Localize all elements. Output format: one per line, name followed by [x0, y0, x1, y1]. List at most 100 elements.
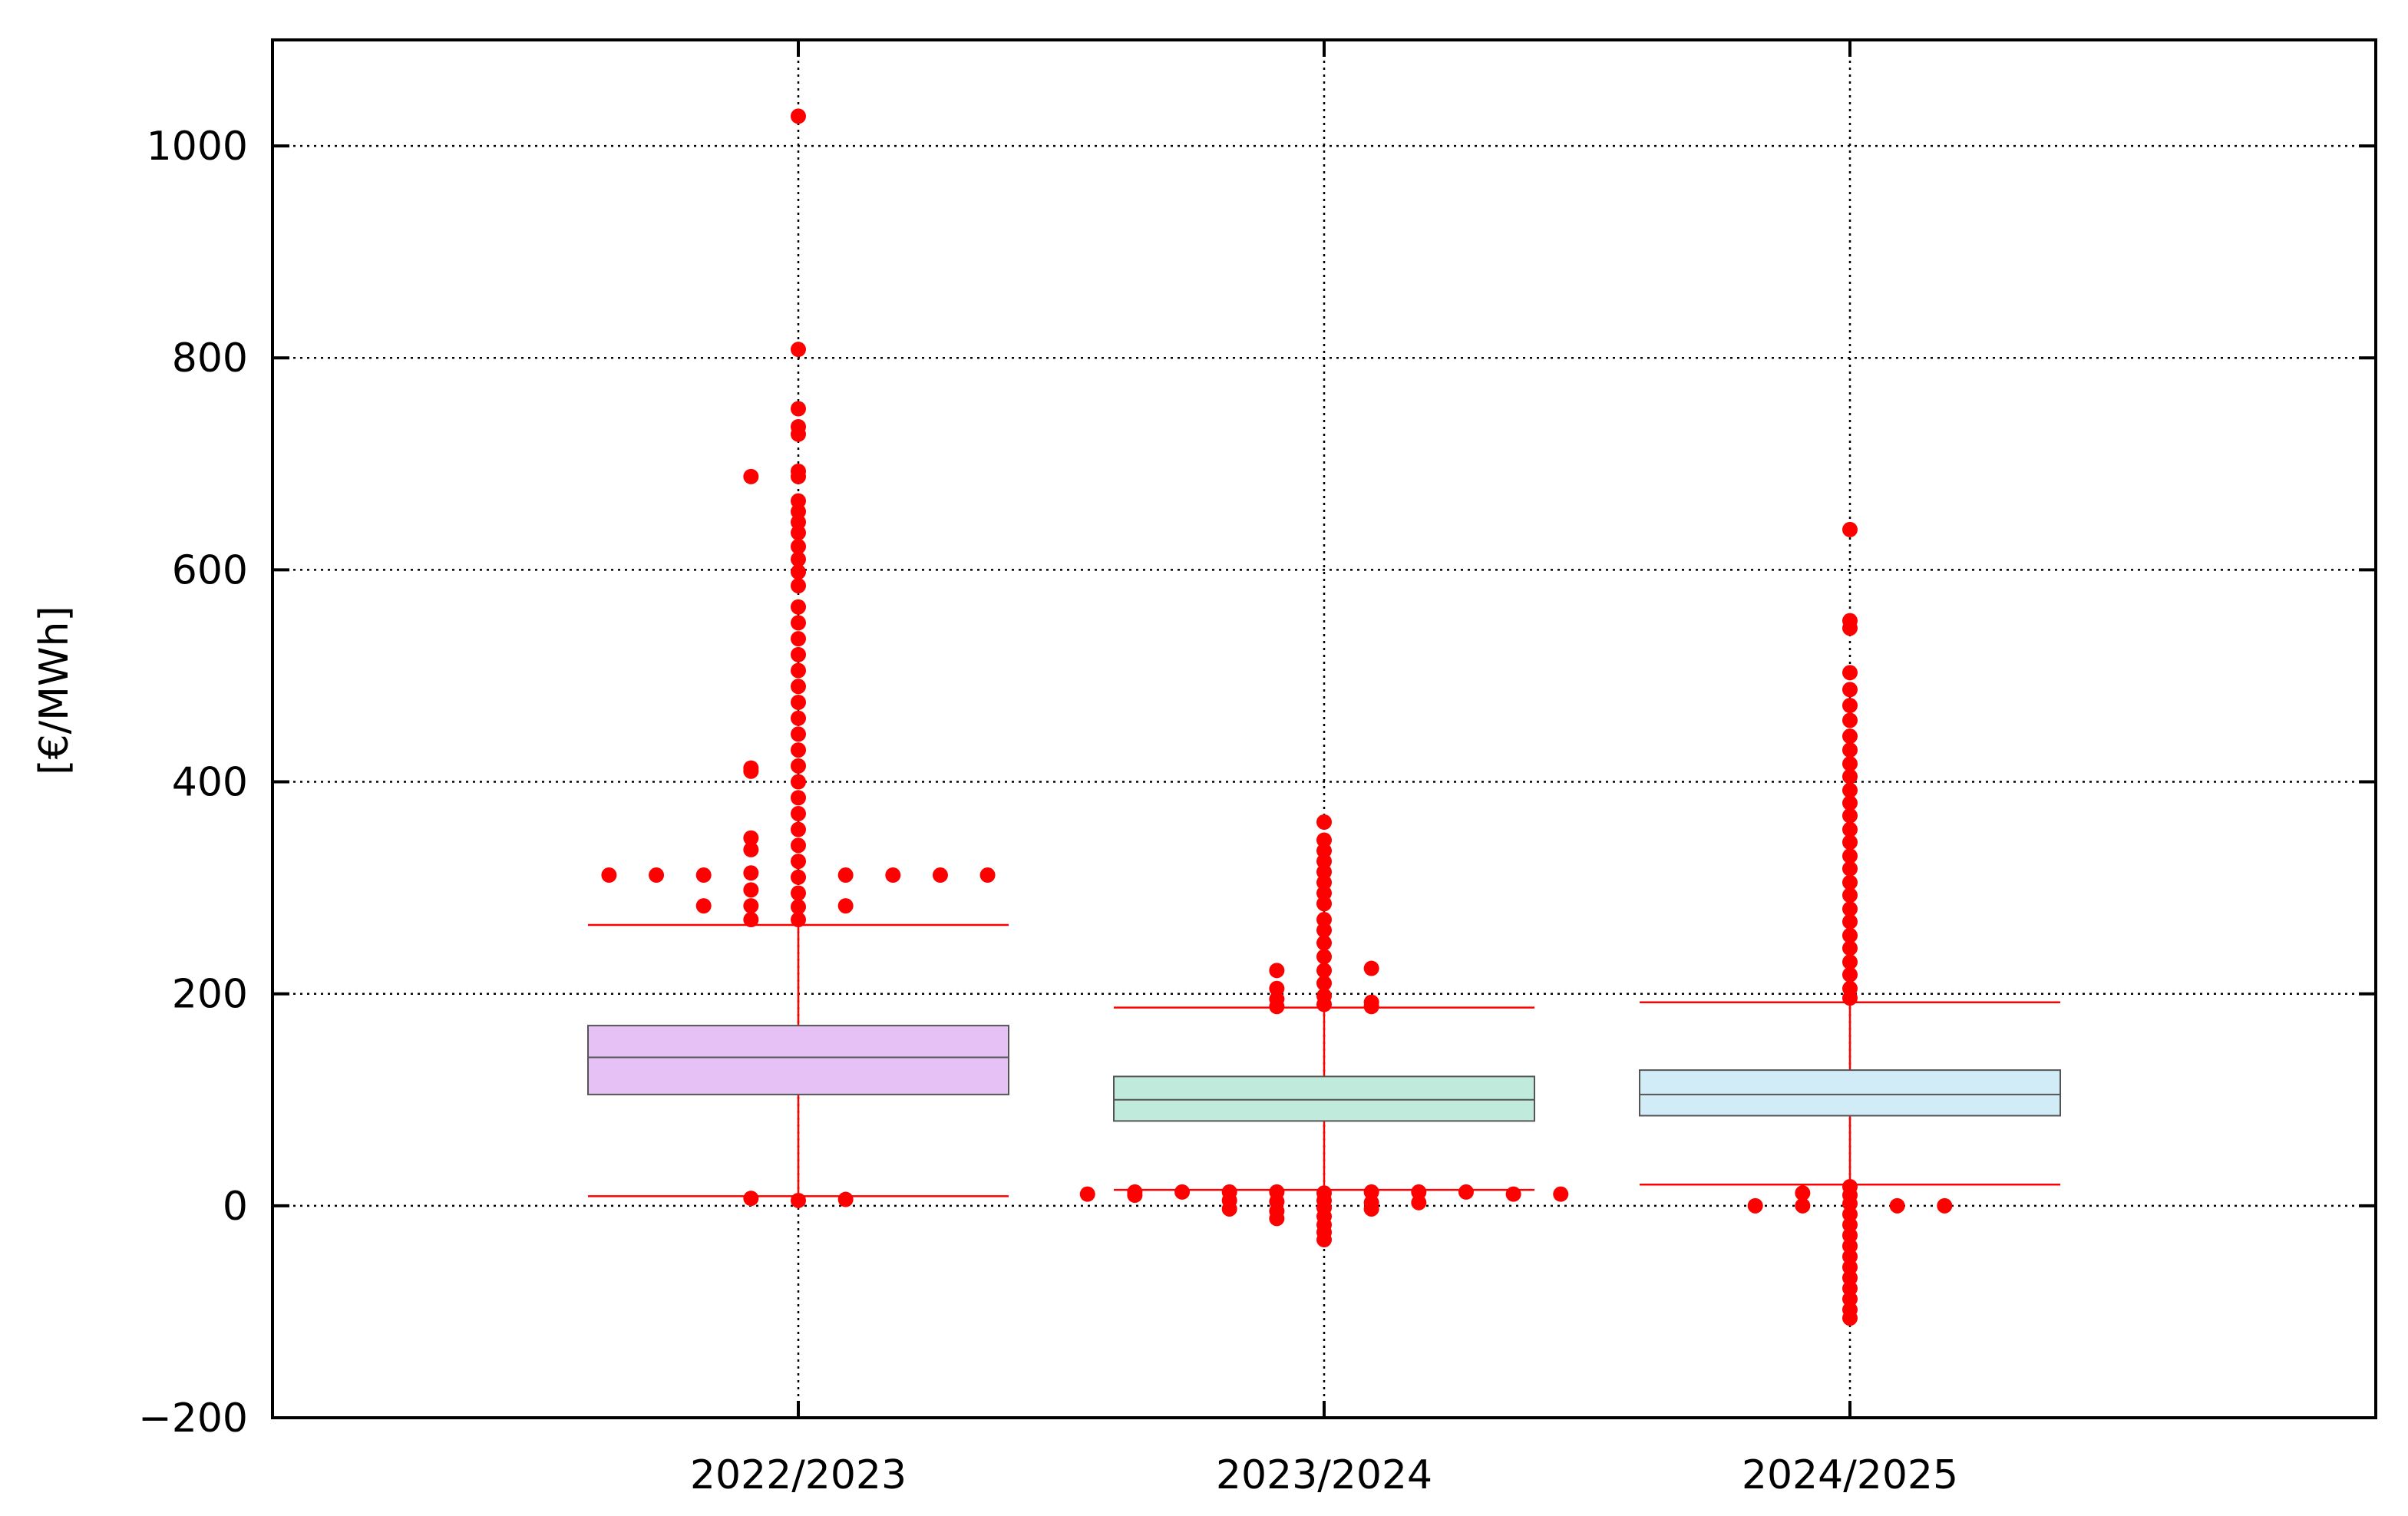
outlier-point	[1842, 1196, 1858, 1212]
outlier-point	[1316, 949, 1332, 965]
outlier-point	[1316, 963, 1332, 979]
outlier-point	[1842, 1280, 1858, 1296]
outlier-point	[791, 805, 806, 821]
outlier-point	[1316, 854, 1332, 870]
outlier-point	[791, 869, 806, 885]
outlier-point	[791, 774, 806, 790]
outlier-point	[791, 493, 806, 509]
outlier-point	[791, 504, 806, 520]
outlier-point	[791, 615, 806, 631]
outlier-point	[1842, 1291, 1858, 1307]
outlier-point	[1316, 896, 1332, 912]
outlier-point	[1842, 954, 1858, 970]
outlier-point	[1842, 940, 1858, 956]
outlier-point	[1842, 742, 1858, 758]
outlier-point	[1842, 1206, 1858, 1222]
outlier-point	[1127, 1187, 1143, 1204]
outlier-point	[1842, 728, 1858, 745]
outlier-points	[601, 108, 1953, 1326]
outlier-point	[1842, 620, 1858, 636]
outlier-point	[1842, 768, 1858, 784]
outlier-point	[1411, 1194, 1427, 1210]
outlier-point	[1842, 1227, 1858, 1244]
outlier-point	[1842, 756, 1858, 772]
box-body	[1639, 1069, 2061, 1117]
outlier-point	[1363, 1184, 1379, 1200]
outlier-point	[1795, 1197, 1811, 1214]
outlier-point	[1842, 1259, 1858, 1275]
outlier-point	[1316, 922, 1332, 938]
outlier-point	[1842, 665, 1858, 681]
outlier-point	[1842, 782, 1858, 798]
y-tick-label: 400	[172, 760, 248, 806]
outlier-point	[791, 401, 806, 417]
outlier-point	[1363, 1201, 1379, 1217]
y-tick-label: 200	[172, 972, 248, 1018]
outlier-point	[1842, 808, 1858, 824]
x-tick-labels: 2022/2023 2023/2024 2024/2025	[690, 1452, 1958, 1498]
outlier-point	[1842, 682, 1858, 698]
outlier-point	[1505, 1186, 1521, 1202]
outlier-point	[649, 867, 665, 884]
outlier-point	[1316, 832, 1332, 848]
outlier-point	[1316, 975, 1332, 991]
outlier-point	[932, 867, 948, 884]
outlier-point	[791, 578, 806, 594]
y-tick-label: −200	[138, 1395, 248, 1442]
y-tick-label: 800	[172, 335, 248, 381]
outlier-point	[1842, 990, 1858, 1006]
outlier-point	[791, 899, 806, 915]
outlier-point	[743, 912, 759, 928]
outlier-point	[979, 867, 996, 884]
outlier-point	[695, 898, 712, 914]
outlier-point	[1842, 927, 1858, 943]
box-3	[1639, 1001, 2061, 1186]
outlier-point	[1747, 1197, 1763, 1214]
outlier-point	[743, 1191, 759, 1207]
outlier-point	[1842, 1217, 1858, 1233]
outlier-point	[791, 837, 806, 854]
outlier-point	[1316, 843, 1332, 859]
outlier-point	[743, 898, 759, 914]
outlier-point	[791, 742, 806, 758]
outlier-point	[791, 662, 806, 679]
outlier-point	[1889, 1197, 1905, 1214]
outlier-point	[1269, 999, 1285, 1015]
outlier-point	[791, 694, 806, 710]
outlier-point	[743, 865, 759, 881]
outlier-point	[791, 468, 806, 484]
outlier-point	[791, 108, 806, 124]
outlier-point	[791, 631, 806, 647]
outlier-point	[1842, 860, 1858, 877]
outlier-point	[743, 841, 759, 857]
outlier-point	[1842, 521, 1858, 537]
box-body	[587, 1025, 1009, 1095]
outlier-point	[743, 763, 759, 779]
outlier-point	[1316, 885, 1332, 901]
outlier-point	[791, 514, 806, 530]
outlier-point	[1174, 1184, 1191, 1200]
outlier-point	[1316, 864, 1332, 880]
axis-ticks	[273, 40, 2376, 1419]
outlier-point	[1842, 1249, 1858, 1265]
outlier-point	[1269, 980, 1285, 996]
outlier-point	[1269, 963, 1285, 979]
x-tick-label: 2024/2025	[1742, 1452, 1958, 1498]
outlier-point	[791, 539, 806, 555]
box-2	[1113, 1006, 1535, 1191]
outlier-point	[1842, 913, 1858, 930]
outlier-point	[743, 830, 759, 846]
outlier-point	[837, 898, 854, 914]
outlier-point	[1842, 887, 1858, 903]
outlier-point	[837, 1191, 854, 1207]
outlier-point	[1842, 1238, 1858, 1254]
outlier-point	[1842, 795, 1858, 811]
outlier-point	[1842, 712, 1858, 728]
y-tick-label: 600	[172, 547, 248, 593]
outlier-point	[1079, 1186, 1095, 1202]
outlier-point	[1316, 1232, 1332, 1248]
outlier-point	[837, 867, 854, 884]
outlier-point	[791, 854, 806, 870]
outlier-point	[791, 599, 806, 615]
outlier-point	[1363, 960, 1379, 976]
